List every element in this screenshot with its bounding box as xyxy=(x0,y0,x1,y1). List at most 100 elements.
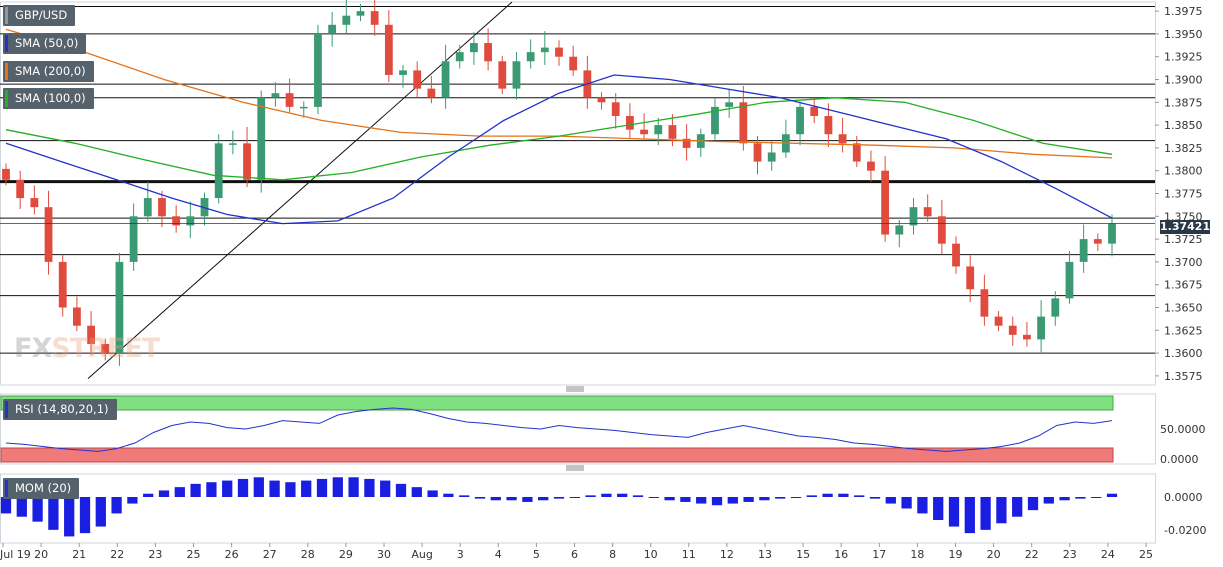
momentum-bar xyxy=(1012,497,1023,517)
momentum-bar xyxy=(174,487,185,497)
momentum-bar xyxy=(316,478,328,497)
momentum-bar xyxy=(48,497,59,530)
candle-bull xyxy=(228,143,237,145)
watermark-street: STREET xyxy=(51,333,160,364)
momentum-bar xyxy=(222,480,233,497)
momentum-bar xyxy=(775,497,786,499)
candle-bear xyxy=(370,11,379,25)
sma50-text: SMA (50,0) xyxy=(15,36,79,50)
momentum-bar xyxy=(806,495,817,497)
sma50-color-bar xyxy=(5,35,8,52)
x-tick-label: 24 xyxy=(1101,548,1115,561)
momentum-bar xyxy=(190,483,201,497)
symbol-color-bar xyxy=(5,7,8,24)
momentum-bar xyxy=(996,497,1007,524)
candle-bull xyxy=(909,207,918,226)
x-tick-label: 18 xyxy=(910,548,924,561)
momentum-bar xyxy=(206,482,217,497)
momentum-bar xyxy=(411,487,422,497)
sma100-label[interactable]: SMA (100,0) xyxy=(3,88,94,109)
candle-bull xyxy=(654,125,663,135)
momentum-bar xyxy=(664,497,675,501)
candle-bear xyxy=(1023,334,1031,340)
candle-bull xyxy=(1065,261,1074,299)
price-tick-label: 1.3700 xyxy=(1164,256,1203,269)
x-tick-label: 4 xyxy=(495,548,502,561)
x-tick-label: Jul 19 xyxy=(0,548,31,561)
candle-bear xyxy=(158,198,166,217)
momentum-tick-label: -0.0200 xyxy=(1164,524,1206,537)
price-tick-label: 1.3575 xyxy=(1164,370,1203,383)
x-tick-label: 13 xyxy=(758,548,772,561)
price-tick-label: 1.3825 xyxy=(1164,142,1203,155)
x-tick-label: 28 xyxy=(301,548,315,561)
candle-bear xyxy=(625,115,634,130)
momentum-bar xyxy=(158,490,170,497)
x-tick-label: 23 xyxy=(148,548,162,561)
rsi-color-bar xyxy=(5,401,8,418)
symbol-label: GBP/USD xyxy=(3,5,76,26)
price-panel: 1.3975 1.3950 1.3925 1.3900 1.3875 1.3850 1.38… xyxy=(0,0,1203,386)
x-tick-label: 8 xyxy=(609,548,616,561)
rsi-tick-label: 50.0000 xyxy=(1160,423,1206,436)
momentum-bar xyxy=(743,497,754,502)
candle-bull xyxy=(725,102,734,107)
momentum-bar xyxy=(933,497,944,520)
candle-bull xyxy=(895,225,904,235)
candle-bear xyxy=(87,325,95,344)
rsi-label[interactable]: RSI (14,80,20,1) xyxy=(3,399,117,420)
x-tick-label: 21 xyxy=(72,548,86,561)
price-tick-label: 1.3775 xyxy=(1164,188,1203,201)
candle-bear xyxy=(810,106,819,116)
sma200-label[interactable]: SMA (200,0) xyxy=(3,61,94,82)
momentum-bar xyxy=(869,497,881,499)
candle-bear xyxy=(753,143,762,162)
momentum-bar xyxy=(64,497,75,537)
momentum-tick-label: 0.0000 xyxy=(1164,491,1203,504)
momentum-bar xyxy=(459,495,470,497)
candle-bear xyxy=(668,125,677,139)
momentum-bar xyxy=(885,497,896,504)
momentum-bar xyxy=(395,483,407,497)
x-tick-label: 20 xyxy=(34,548,48,561)
sma100-text: SMA (100,0) xyxy=(15,91,86,105)
watermark-fx: FX xyxy=(14,333,52,364)
rsi-tick-label: 0.0000 xyxy=(1160,453,1199,466)
x-tick-label: 25 xyxy=(1139,548,1153,561)
x-tick-label: 17 xyxy=(872,548,886,561)
momentum-bar xyxy=(111,497,122,514)
momentum-bar xyxy=(822,493,833,497)
momentum-bar xyxy=(1043,497,1054,504)
candle-bull xyxy=(526,52,535,62)
candle-bull xyxy=(299,106,308,109)
momentum-bar xyxy=(95,497,106,527)
candle-bear xyxy=(484,43,493,62)
momentum-bar xyxy=(585,495,596,497)
momentum-bar xyxy=(443,493,454,497)
momentum-bar xyxy=(16,497,27,517)
x-axis: Jul 19 20 21 22 23 25 26 27 28 29 30 Aug 3 4 5 6 8 10 11 12… xyxy=(0,386,1153,561)
rsi-panel: 50.0000 0.0000 xyxy=(0,393,1206,466)
x-tick-label: 3 xyxy=(457,548,464,561)
momentum-bar xyxy=(79,497,91,534)
momentum-bar xyxy=(143,493,154,497)
sma50-label[interactable]: SMA (50,0) xyxy=(3,33,87,54)
momentum-bar xyxy=(854,495,865,497)
price-tick-label: 1.3975 xyxy=(1164,5,1203,18)
rsi-line xyxy=(5,407,1113,452)
x-tick-label: 22 xyxy=(1025,548,1039,561)
candle-bear xyxy=(640,129,648,135)
momentum-label[interactable]: MOM (20) xyxy=(3,478,80,499)
momentum-frame xyxy=(0,473,1156,544)
price-tick-label: 1.3800 xyxy=(1164,165,1203,178)
trendline xyxy=(87,1,513,379)
x-tick-label: 10 xyxy=(644,548,658,561)
momentum-bar xyxy=(332,477,343,497)
momentum-bar xyxy=(0,497,12,514)
price-tick-label: 1.3650 xyxy=(1164,301,1203,314)
candle-bear xyxy=(2,168,10,180)
candle-bear xyxy=(101,343,110,354)
momentum-bar xyxy=(838,493,849,497)
momentum-bar xyxy=(127,497,138,504)
